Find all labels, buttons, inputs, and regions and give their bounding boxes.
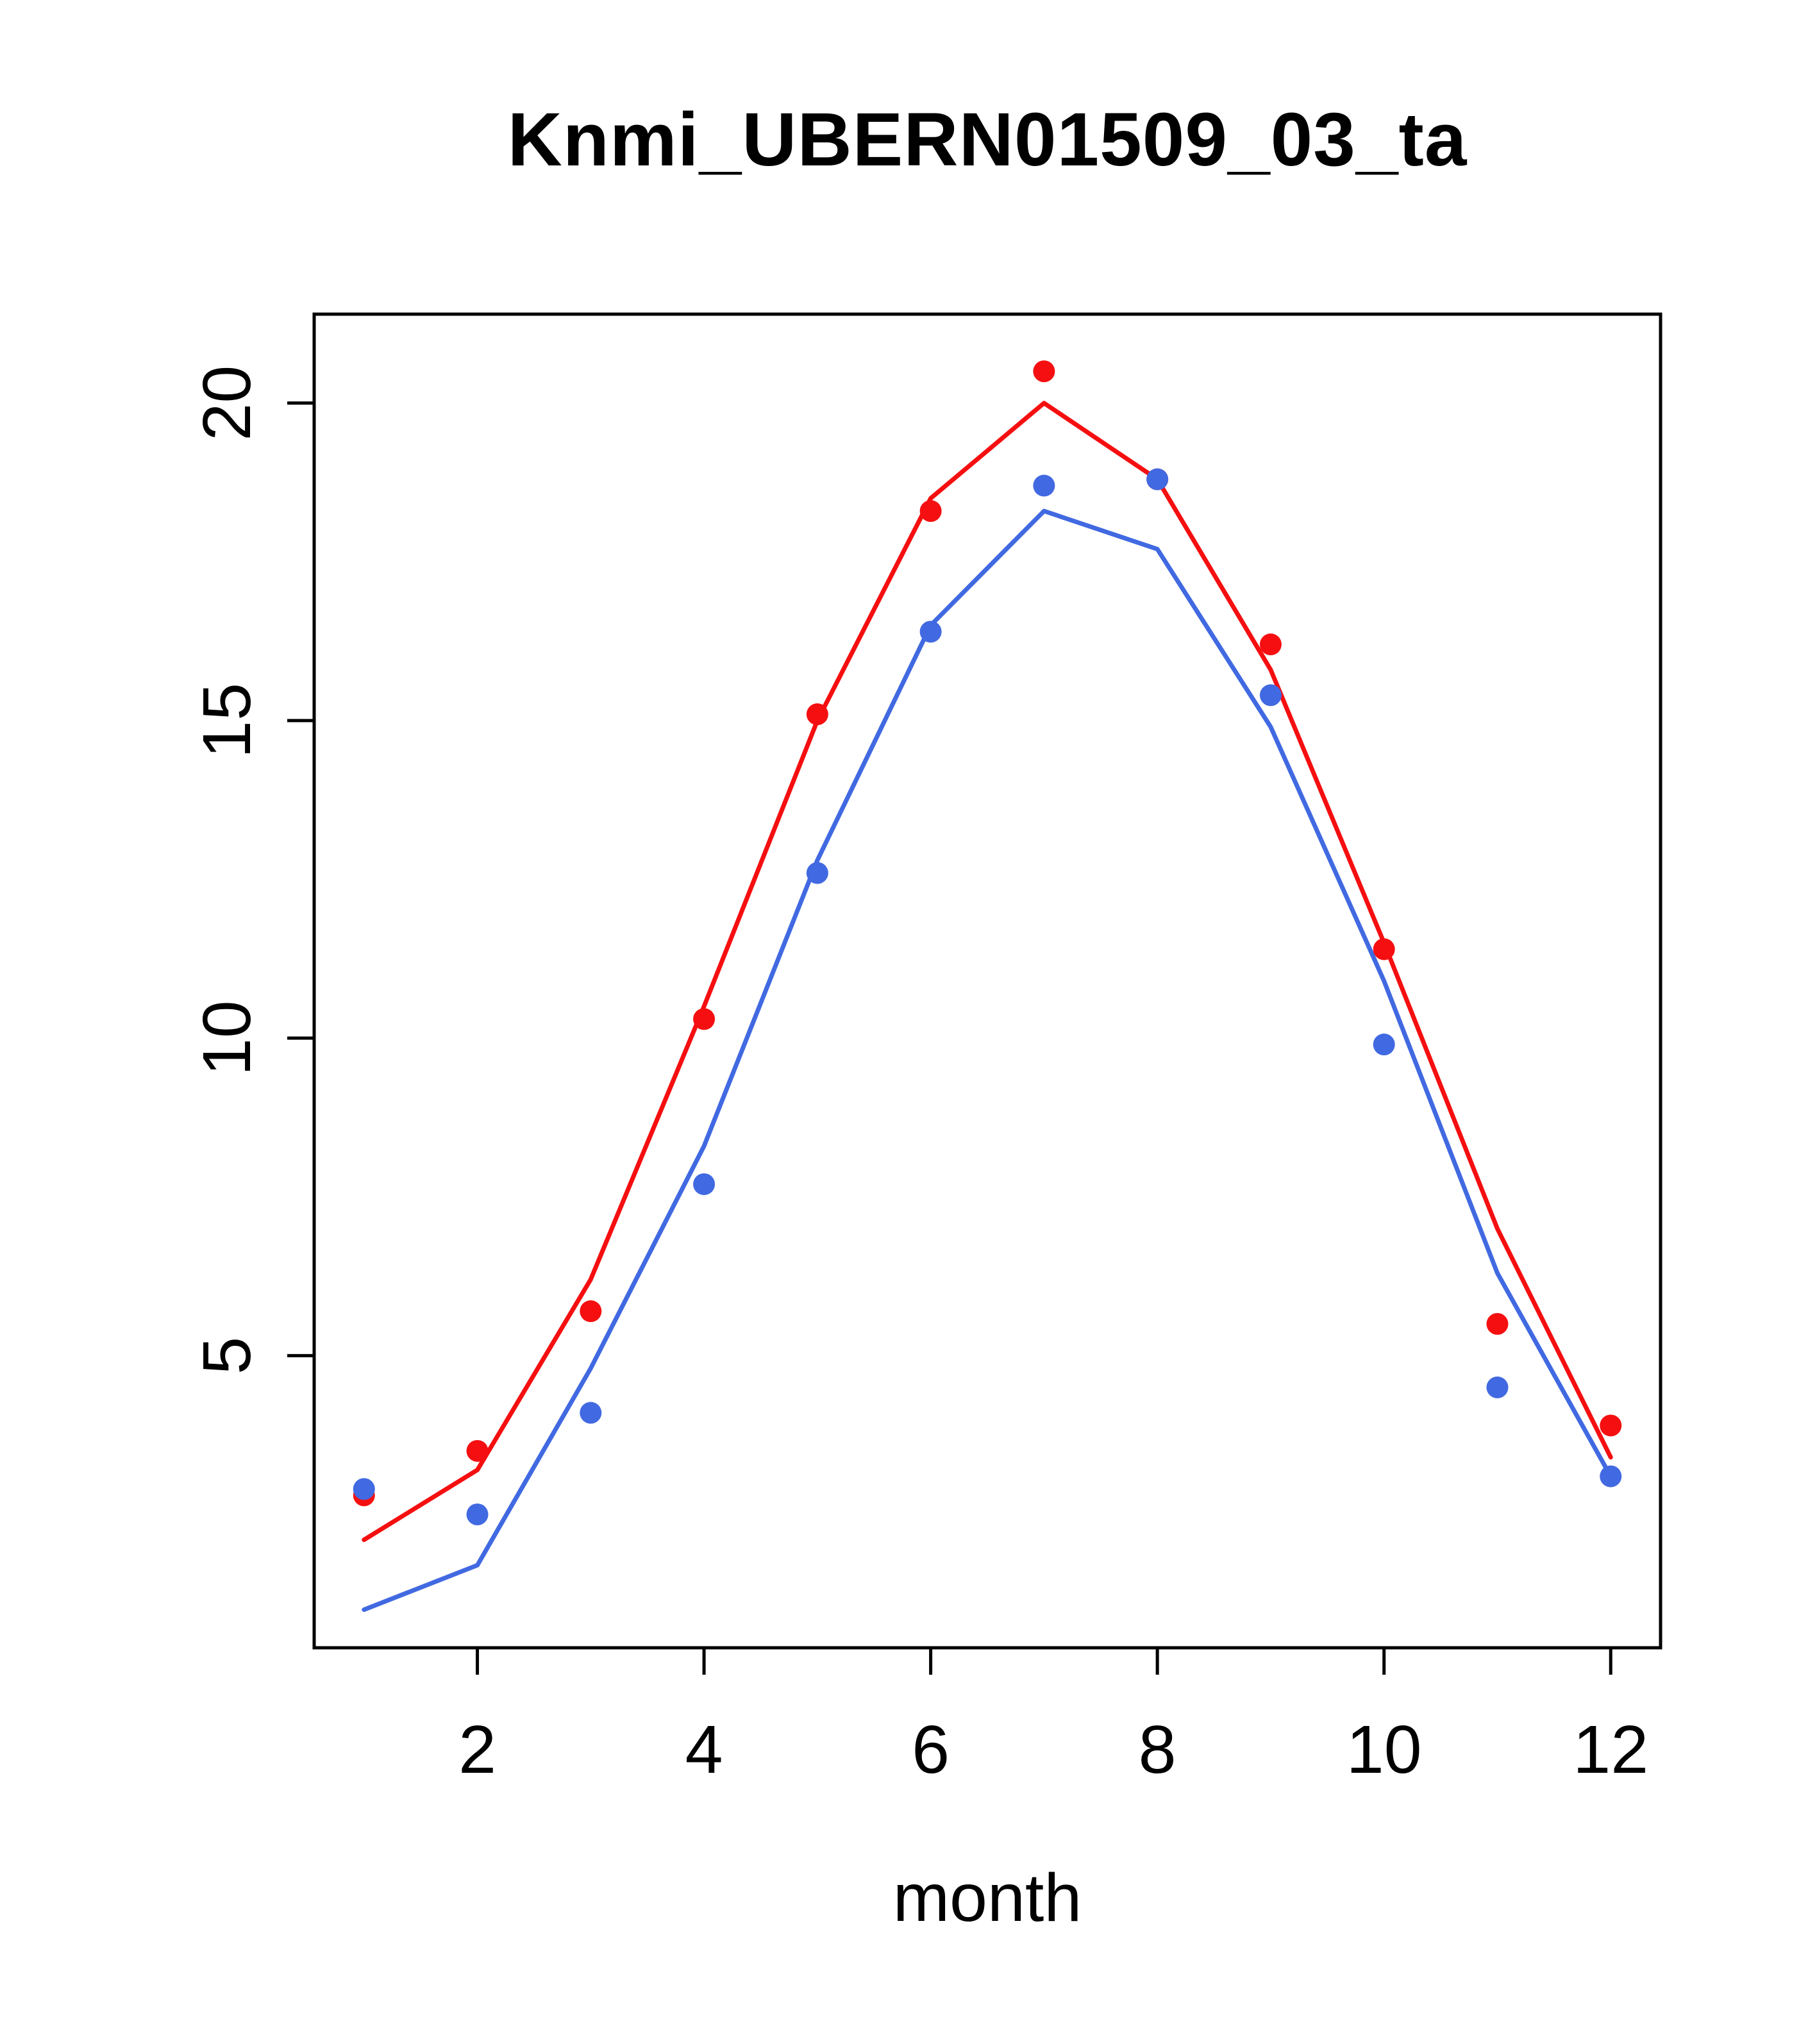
blue-points-marker (1033, 474, 1055, 497)
y-tick-label: 15 (189, 683, 265, 758)
blue-points-marker (353, 1478, 375, 1500)
x-tick-label: 12 (1573, 1712, 1648, 1788)
red-points-marker (580, 1300, 602, 1323)
x-tick-label: 6 (912, 1712, 950, 1788)
plot-box (312, 312, 1662, 1650)
red-points-marker (1259, 633, 1282, 656)
blue-points-marker (1486, 1376, 1509, 1398)
x-tick-label: 2 (458, 1712, 496, 1788)
red-points-marker (919, 500, 942, 523)
blue-points-marker (1373, 1034, 1395, 1056)
y-tick-label: 10 (189, 1000, 265, 1076)
x-tick-label: 4 (685, 1712, 723, 1788)
red-points-marker (466, 1439, 489, 1462)
y-tick-label: 5 (189, 1337, 265, 1375)
red-points-marker (1600, 1414, 1622, 1437)
red-points-marker (1486, 1312, 1509, 1335)
chart-title: Knmi_UBERN01509_03_ta (507, 97, 1468, 182)
blue-points-marker (919, 621, 942, 643)
red-points-marker (1373, 938, 1395, 960)
blue-points-marker (806, 862, 828, 884)
red-points-marker (806, 703, 828, 725)
blue-line (362, 508, 1613, 1613)
blue-points-marker (466, 1504, 489, 1525)
blue-points-marker (580, 1402, 602, 1424)
red-points-marker (1033, 360, 1055, 383)
red-line (362, 401, 1613, 1543)
blue-points-marker (1146, 468, 1169, 490)
blue-points-marker (1600, 1465, 1622, 1487)
y-tick-label: 20 (189, 365, 265, 441)
x-tick-label: 10 (1346, 1712, 1422, 1788)
blue-points-marker (693, 1173, 716, 1195)
x-axis-label: month (892, 1860, 1082, 1936)
blue-points-marker (1259, 684, 1282, 707)
x-tick-label: 8 (1139, 1712, 1176, 1788)
red-points-marker (693, 1008, 716, 1030)
